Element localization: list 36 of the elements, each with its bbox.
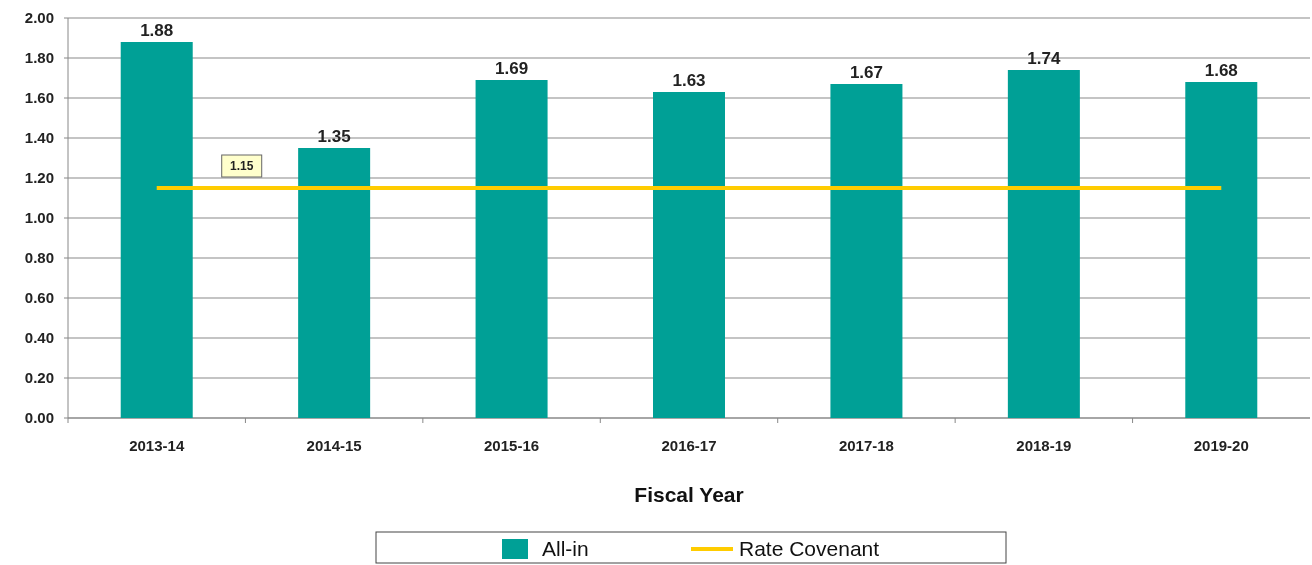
data-label: 1.69 xyxy=(495,59,529,78)
bar xyxy=(120,42,193,418)
annotation: 1.15 xyxy=(230,159,254,174)
bar xyxy=(298,148,371,418)
y-tick-label: 0.40 xyxy=(24,329,54,347)
y-tick-label: 0.60 xyxy=(24,289,54,307)
legend-label: Rate Covenant xyxy=(739,537,880,561)
y-tick-label: 1.40 xyxy=(24,129,54,147)
y-tick-label: 1.60 xyxy=(24,89,54,107)
y-tick-label: 1.80 xyxy=(24,49,54,67)
bar xyxy=(653,92,725,418)
bar xyxy=(475,80,548,418)
y-tick-label: 1.00 xyxy=(24,209,54,227)
x-tick-label: 2016-17 xyxy=(661,437,717,454)
data-label: 1.74 xyxy=(1027,49,1061,68)
y-tick-label: 2.00 xyxy=(24,9,54,27)
bar xyxy=(830,84,903,418)
x-axis-title: Fiscal Year xyxy=(634,483,744,506)
legend-label: All-in xyxy=(542,537,589,561)
data-label: 1.68 xyxy=(1204,61,1238,80)
data-label: 1.67 xyxy=(849,63,883,82)
x-tick-label: 2017-18 xyxy=(838,437,894,454)
data-label: 1.88 xyxy=(140,21,174,40)
y-tick-label: 0.80 xyxy=(24,249,54,267)
x-tick-label: 2018-19 xyxy=(1016,437,1072,454)
y-tick-label: 1.20 xyxy=(24,169,54,187)
data-label: 1.63 xyxy=(672,71,706,90)
x-tick-label: 2019-20 xyxy=(1193,437,1249,454)
data-label: 1.35 xyxy=(317,127,351,146)
y-tick-label: 0.20 xyxy=(24,369,54,387)
x-tick-label: 2013-14 xyxy=(129,437,185,454)
x-tick-label: 2014-15 xyxy=(306,437,362,454)
y-tick-label: 0.00 xyxy=(24,409,54,427)
bar xyxy=(1007,70,1080,418)
x-tick-label: 2015-16 xyxy=(484,437,540,454)
bar xyxy=(1185,82,1258,418)
